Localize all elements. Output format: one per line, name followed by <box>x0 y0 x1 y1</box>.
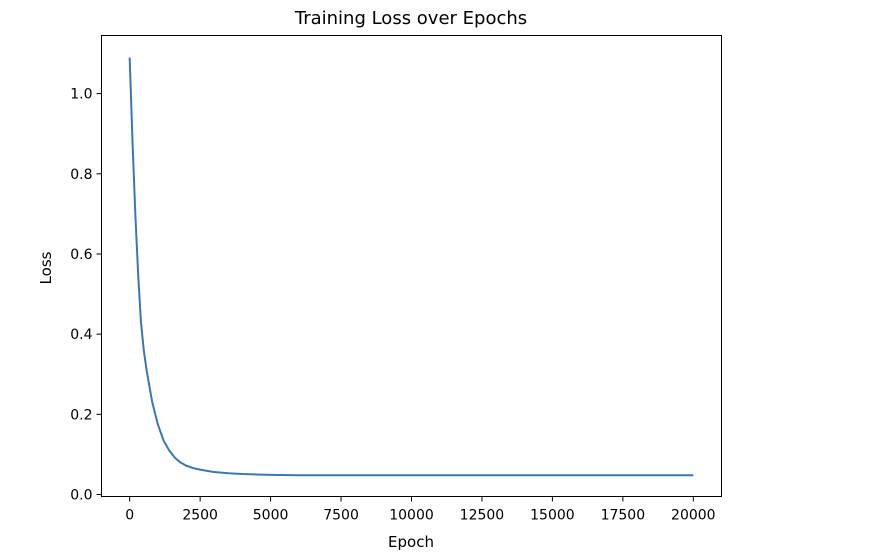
x-tick-label: 0 <box>125 508 134 524</box>
y-tick-label: 1.0 <box>70 87 92 103</box>
y-tick-label: 0.2 <box>70 407 92 423</box>
loss-series-line <box>128 57 694 477</box>
plot-frame <box>101 35 722 497</box>
x-tick-label: 17500 <box>601 508 646 524</box>
x-tick-label: 20000 <box>671 508 716 524</box>
x-tick-label: 10000 <box>389 508 434 524</box>
plot-area <box>128 57 694 477</box>
y-tick-label: 0.0 <box>70 487 92 503</box>
y-tick-label: 0.4 <box>70 327 92 343</box>
x-tick-label: 5000 <box>253 508 289 524</box>
x-tick-label: 15000 <box>530 508 575 524</box>
y-tick-label: 0.8 <box>70 167 92 183</box>
x-axis-label: Epoch <box>388 533 434 551</box>
chart-title: Training Loss over Epochs <box>294 8 527 29</box>
y-tick-label: 0.6 <box>70 247 92 263</box>
x-tick-label: 7500 <box>323 508 359 524</box>
y-axis-label: Loss <box>37 251 55 284</box>
x-tick-label: 12500 <box>460 508 505 524</box>
x-tick-label: 2500 <box>182 508 218 524</box>
axis-ticks: 0 2500 5000 7500 10000 12500 15000 17500 20000 0.… <box>70 87 715 524</box>
